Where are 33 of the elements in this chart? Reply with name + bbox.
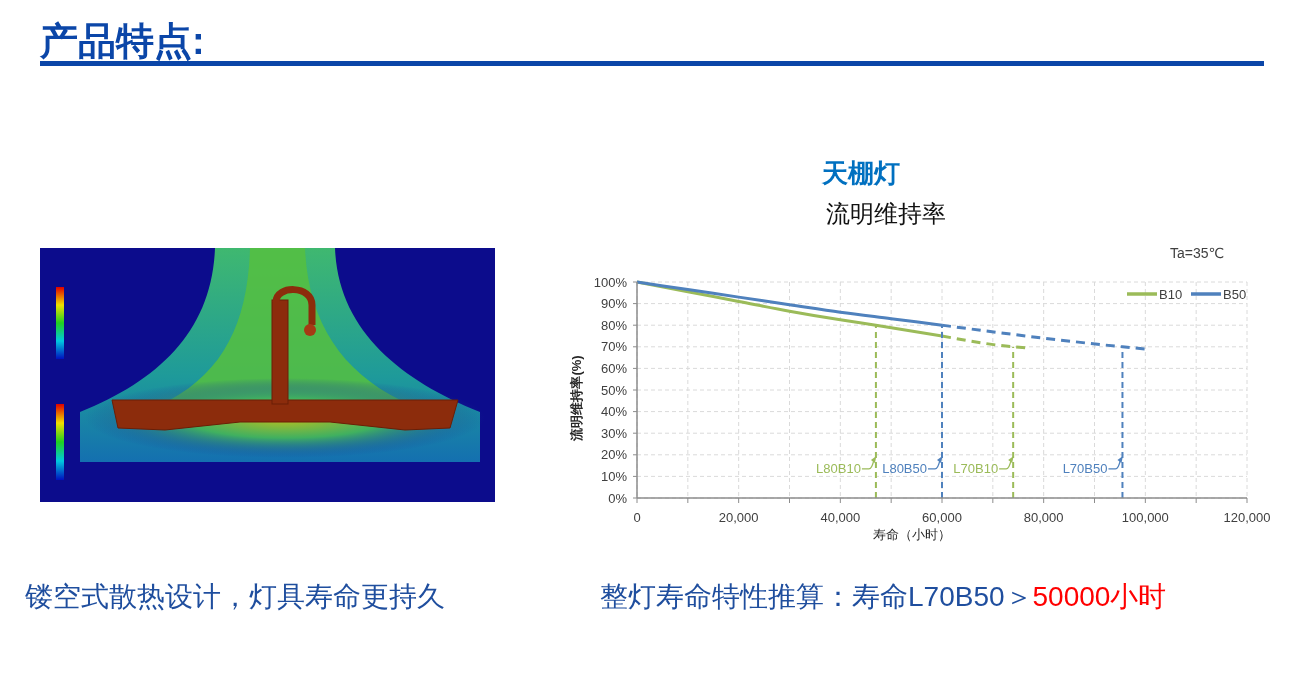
x-tick-label: 20,000 bbox=[718, 510, 759, 525]
annotation: L70B50 bbox=[1062, 461, 1108, 477]
y-tick-label: 10% bbox=[600, 468, 628, 484]
x-tick-label: 120,000 bbox=[1223, 510, 1271, 525]
legend-label: B10 bbox=[1159, 286, 1183, 302]
x-tick-label: 80,000 bbox=[1023, 510, 1064, 525]
text: Ta=35℃ bbox=[1170, 245, 1225, 261]
text: 整灯寿命特性推算：寿命L70B50＞ bbox=[600, 581, 1033, 612]
annotation: L80B50 bbox=[882, 461, 927, 477]
y-tick-label: 20% bbox=[600, 447, 628, 463]
y-tick-label: 80% bbox=[600, 317, 628, 333]
y-tick-label: 60% bbox=[600, 360, 628, 376]
x-tick-label: 0 bbox=[633, 510, 641, 525]
legend-label: B50 bbox=[1223, 286, 1247, 302]
y-tick-label: 100% bbox=[593, 274, 628, 290]
y-tick-label: 40% bbox=[600, 404, 628, 420]
x-tick-label: 60,000 bbox=[922, 510, 962, 525]
x-tick-label: 100,000 bbox=[1121, 510, 1169, 525]
y-tick-label: 0% bbox=[608, 490, 628, 506]
y-tick-label: 30% bbox=[600, 425, 628, 441]
annotation: L70B10 bbox=[953, 461, 999, 477]
text: 50000小时 bbox=[1032, 581, 1167, 612]
y-tick-label: 90% bbox=[600, 296, 628, 312]
y-axis-title: 流明维持率(%) bbox=[569, 355, 584, 442]
y-tick-label: 50% bbox=[600, 382, 628, 398]
y-tick-label: 70% bbox=[600, 339, 628, 355]
text: 产品特点: bbox=[39, 20, 205, 62]
x-tick-label: 40,000 bbox=[820, 510, 861, 525]
chart-subtitle: 流明维持率 bbox=[826, 201, 946, 227]
x-axis-title: 寿命（小时） bbox=[873, 527, 951, 542]
annotation: L80B10 bbox=[816, 461, 861, 477]
text: 镂空式散热设计，灯具寿命更持久 bbox=[24, 581, 445, 612]
chart-title: 天棚灯 bbox=[821, 158, 900, 188]
